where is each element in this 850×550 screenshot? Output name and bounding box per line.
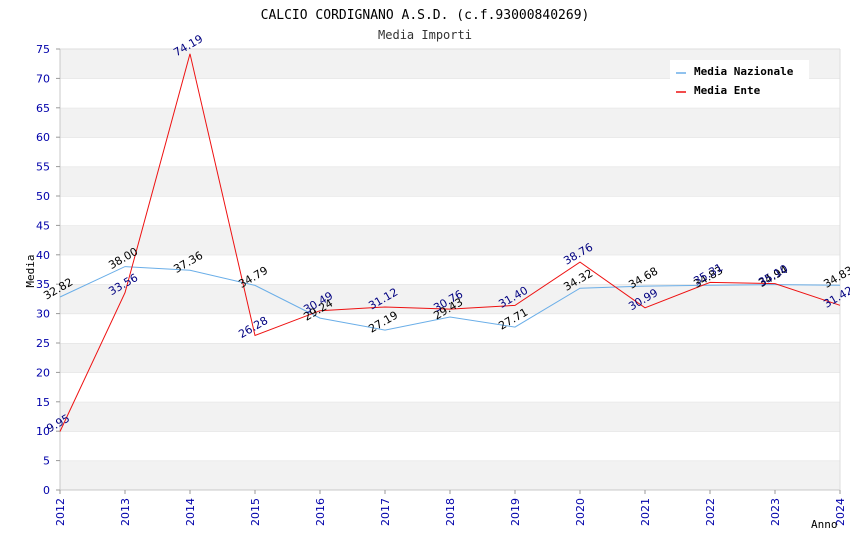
x-tick-label: 2015 [249,498,262,526]
grid-band [60,137,840,167]
y-tick-label: 0 [43,484,50,497]
y-tick-label: 30 [36,308,50,321]
legend-label-media-ente: Media Ente [694,84,761,97]
y-tick-label: 15 [36,396,50,409]
grid-band [60,313,840,343]
y-tick-label: 65 [36,102,50,115]
y-tick-label: 10 [36,425,50,438]
y-tick-label: 50 [36,190,50,203]
chart-subtitle: Media Importi [378,28,472,42]
series-line-media-ente [59,53,841,432]
grid-band [60,166,840,196]
x-tick-label: 2018 [444,498,457,526]
y-tick-label: 70 [36,72,50,85]
x-tick-label: 2021 [639,498,652,526]
grid-band [60,372,840,402]
legend-label-media-nazionale: Media Nazionale [694,65,794,78]
x-tick-label: 2019 [509,498,522,526]
y-tick-label: 40 [36,249,50,262]
x-tick-label: 2017 [379,498,392,526]
y-tick-label: 5 [43,455,50,468]
grid-band [60,107,840,138]
chart-title: CALCIO CORDIGNANO A.S.D. (c.f.9300084026… [261,8,590,23]
y-tick-label: 45 [36,219,50,232]
x-tick-label: 2024 [834,498,847,526]
y-tick-label: 55 [36,161,50,174]
y-tick-label: 25 [36,337,50,350]
y-tick-labels: 0 5 10 15 20 25 30 35 40 45 50 55 60 65 70 75 [36,43,60,497]
grid-bands [60,48,840,490]
x-tick-labels: 2012 2013 2014 2015 2016 2017 2018 2019 2020 2021… [54,490,847,526]
y-tick-label: 20 [36,366,50,379]
series-lines [59,53,841,432]
y-tick-label: 60 [36,131,50,144]
x-tick-label: 2023 [769,498,782,526]
x-axis-label: Anno [811,518,838,531]
y-tick-label: 75 [36,43,50,56]
x-tick-label: 2012 [54,498,67,526]
legend-box [670,60,809,101]
grid-band [60,343,840,373]
x-tick-label: 2016 [314,498,327,526]
y-axis-label: Media [24,254,37,287]
grid-band [60,460,840,490]
grid-band [60,196,840,226]
x-tick-label: 2020 [574,498,587,526]
x-tick-label: 2014 [184,498,197,526]
x-tick-label: 2013 [119,498,132,526]
grid-band [60,225,840,255]
x-tick-label: 2022 [704,498,717,526]
series-line-media-nazionale [59,266,841,331]
grid-band [60,431,840,461]
y-tick-label: 35 [36,278,50,291]
legend: Media Nazionale Media Ente [670,60,809,101]
grid-band [60,254,840,285]
grid-band [60,401,840,432]
